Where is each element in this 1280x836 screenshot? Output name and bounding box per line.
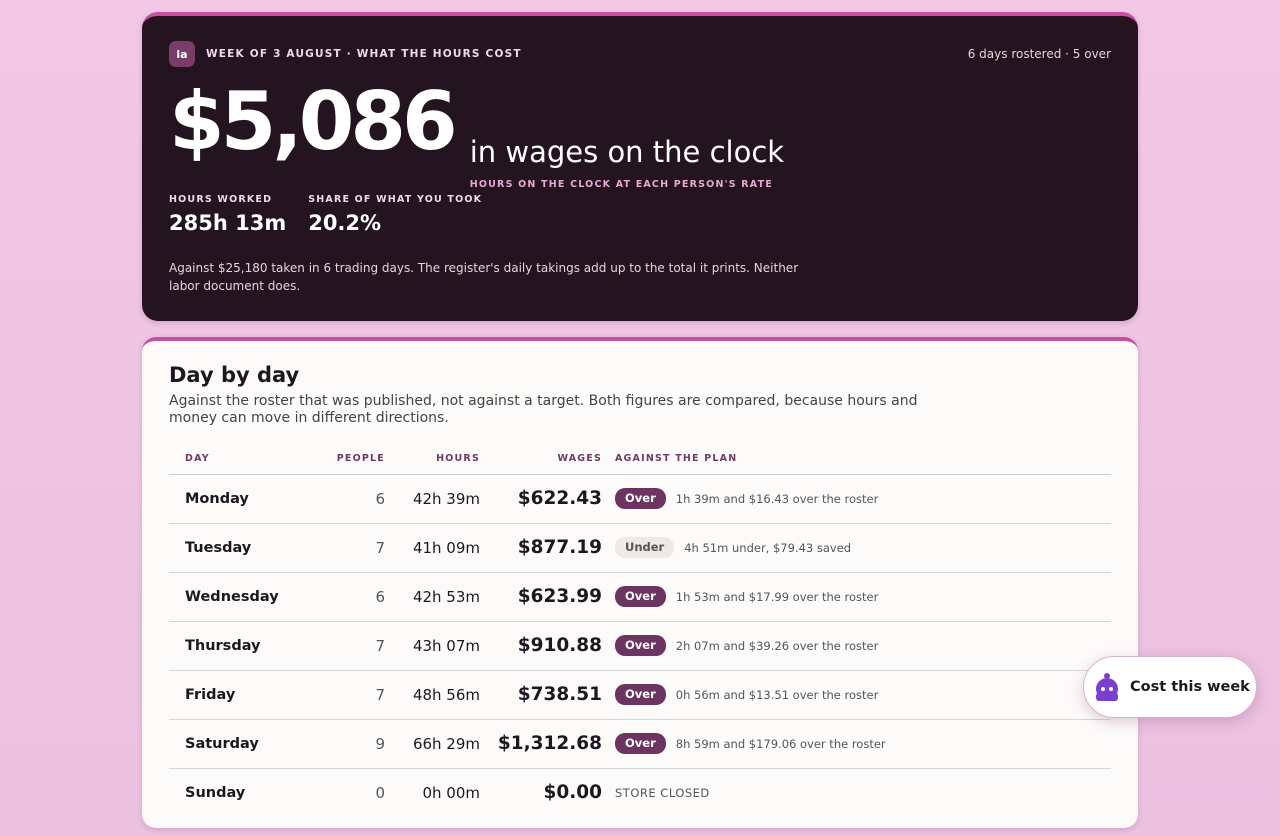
wages-value: $910.88: [517, 635, 602, 656]
day-name: Monday: [185, 490, 249, 507]
people-count: 7: [375, 538, 385, 557]
status-badge: Under: [615, 537, 675, 558]
people-count: 6: [375, 489, 385, 508]
stat-label: SHARE OF WHAT YOU TOOK: [308, 194, 483, 205]
table-header-row: DAY PEOPLE HOURS WAGES AGAINST THE PLAN: [169, 444, 1111, 475]
headline: $5,086 in wages on the clock HOURS ON TH…: [169, 74, 1111, 191]
day-name: Wednesday: [185, 588, 279, 605]
wages-value: $1,312.68: [497, 733, 602, 754]
plan-note: 0h 56m and $13.51 over the roster: [675, 687, 879, 702]
plan-cell: Over 1h 39m and $16.43 over the roster: [602, 474, 1111, 523]
wages-value: $738.51: [517, 684, 602, 705]
hours-value: 66h 29m: [412, 734, 480, 753]
hours-value: 0h 00m: [422, 783, 480, 802]
status-badge: Over: [615, 635, 666, 656]
assistant-icon: [1096, 673, 1118, 701]
plan-note: 4h 51m under, $79.43 saved: [684, 540, 852, 555]
plan-note: STORE CLOSED: [615, 785, 710, 800]
hours-value: 42h 39m: [412, 489, 480, 508]
day-table: DAY PEOPLE HOURS WAGES AGAINST THE PLAN …: [169, 444, 1111, 817]
wages-value: $623.99: [517, 586, 602, 607]
week-eyebrow: WEEK OF 3 AUGUST · WHAT THE HOURS COST: [206, 48, 522, 60]
plan-cell: Over 2h 07m and $39.26 over the roster: [602, 621, 1111, 670]
section-description: Against the roster that was published, n…: [169, 393, 918, 426]
wages-value: $877.19: [517, 537, 602, 558]
plan-cell: Over 1h 53m and $17.99 over the roster: [602, 572, 1111, 621]
table-row: Friday 7 48h 56m $738.51 Over 0h 56m and …: [169, 670, 1111, 719]
plan-note: 1h 39m and $16.43 over the roster: [675, 491, 879, 506]
headline-text: in wages on the clock: [469, 135, 785, 169]
wages-value: $0.00: [543, 782, 602, 804]
stat-hours-worked: HOURS WORKED 285h 13m: [169, 194, 286, 235]
people-count: 0: [375, 783, 385, 802]
wages-value: $622.43: [517, 488, 602, 509]
app-logo: la: [169, 41, 195, 67]
stat-share: SHARE OF WHAT YOU TOOK 20.2%: [308, 194, 482, 235]
day-name: Tuesday: [185, 539, 252, 556]
table-row: Monday 6 42h 39m $622.43 Over 1h 39m and …: [169, 474, 1111, 523]
table-row: Wednesday 6 42h 53m $623.99 Over 1h 53m a…: [169, 572, 1111, 621]
people-count: 9: [375, 734, 385, 753]
table-row: Tuesday 7 41h 09m $877.19 Under 4h 51m un…: [169, 523, 1111, 572]
plan-note: 8h 59m and $179.06 over the roster: [675, 736, 886, 751]
table-row: Sunday 0 0h 00m $0.00 STORE CLOSED: [169, 768, 1111, 817]
stat-value: 285h 13m: [169, 211, 287, 235]
col-header-people: PEOPLE: [319, 444, 385, 475]
summary-card: la WEEK OF 3 AUGUST · WHAT THE HOURS COS…: [142, 12, 1138, 321]
day-name: Saturday: [185, 735, 259, 752]
section-title: Day by day: [169, 363, 300, 387]
plan-cell: STORE CLOSED: [602, 768, 1111, 817]
cost-this-week-button[interactable]: Cost this week: [1083, 656, 1257, 718]
fab-label: Cost this week: [1130, 679, 1250, 695]
plan-cell: Over 0h 56m and $13.51 over the roster: [602, 670, 1111, 719]
plan-cell: Over 8h 59m and $179.06 over the roster: [602, 719, 1111, 768]
total-wages: $5,086: [169, 75, 458, 168]
day-by-day-card: Day by day Against the roster that was p…: [142, 337, 1138, 828]
people-count: 7: [375, 636, 385, 655]
summary-brand: la WEEK OF 3 AUGUST · WHAT THE HOURS COS…: [169, 41, 522, 67]
col-header-hours: HOURS: [385, 444, 480, 475]
people-count: 7: [375, 685, 385, 704]
plan-note: 1h 53m and $17.99 over the roster: [675, 589, 879, 604]
status-badge: Over: [615, 488, 666, 509]
roster-meta: 6 days rostered · 5 over: [967, 47, 1111, 61]
col-header-day: DAY: [169, 444, 319, 475]
status-badge: Over: [615, 733, 666, 754]
hours-value: 48h 56m: [412, 685, 480, 704]
col-header-wages: WAGES: [480, 444, 602, 475]
table-row: Thursday 7 43h 07m $910.88 Over 2h 07m an…: [169, 621, 1111, 670]
stat-label: HOURS WORKED: [169, 194, 273, 205]
stat-value: 20.2%: [308, 211, 382, 235]
status-badge: Over: [615, 586, 666, 607]
day-name: Thursday: [185, 637, 261, 654]
day-name: Friday: [185, 686, 236, 703]
plan-cell: Under 4h 51m under, $79.43 saved: [602, 523, 1111, 572]
summary-note: Against $25,180 taken in 6 trading days.…: [169, 261, 799, 293]
headline-subtitle: HOURS ON THE CLOCK AT EACH PERSON'S RATE: [469, 179, 773, 190]
col-header-plan: AGAINST THE PLAN: [602, 444, 1111, 475]
plan-note: 2h 07m and $39.26 over the roster: [675, 638, 879, 653]
hours-value: 43h 07m: [412, 636, 480, 655]
headline-right: in wages on the clock HOURS ON THE CLOCK…: [470, 120, 784, 191]
summary-header: la WEEK OF 3 AUGUST · WHAT THE HOURS COS…: [169, 40, 1111, 68]
table-row: Saturday 9 66h 29m $1,312.68 Over 8h 59m …: [169, 719, 1111, 768]
hours-value: 42h 53m: [412, 587, 480, 606]
stats: HOURS WORKED 285h 13m SHARE OF WHAT YOU …: [169, 194, 1111, 235]
status-badge: Over: [615, 684, 666, 705]
day-name: Sunday: [185, 784, 246, 801]
people-count: 6: [375, 587, 385, 606]
hours-value: 41h 09m: [412, 538, 480, 557]
